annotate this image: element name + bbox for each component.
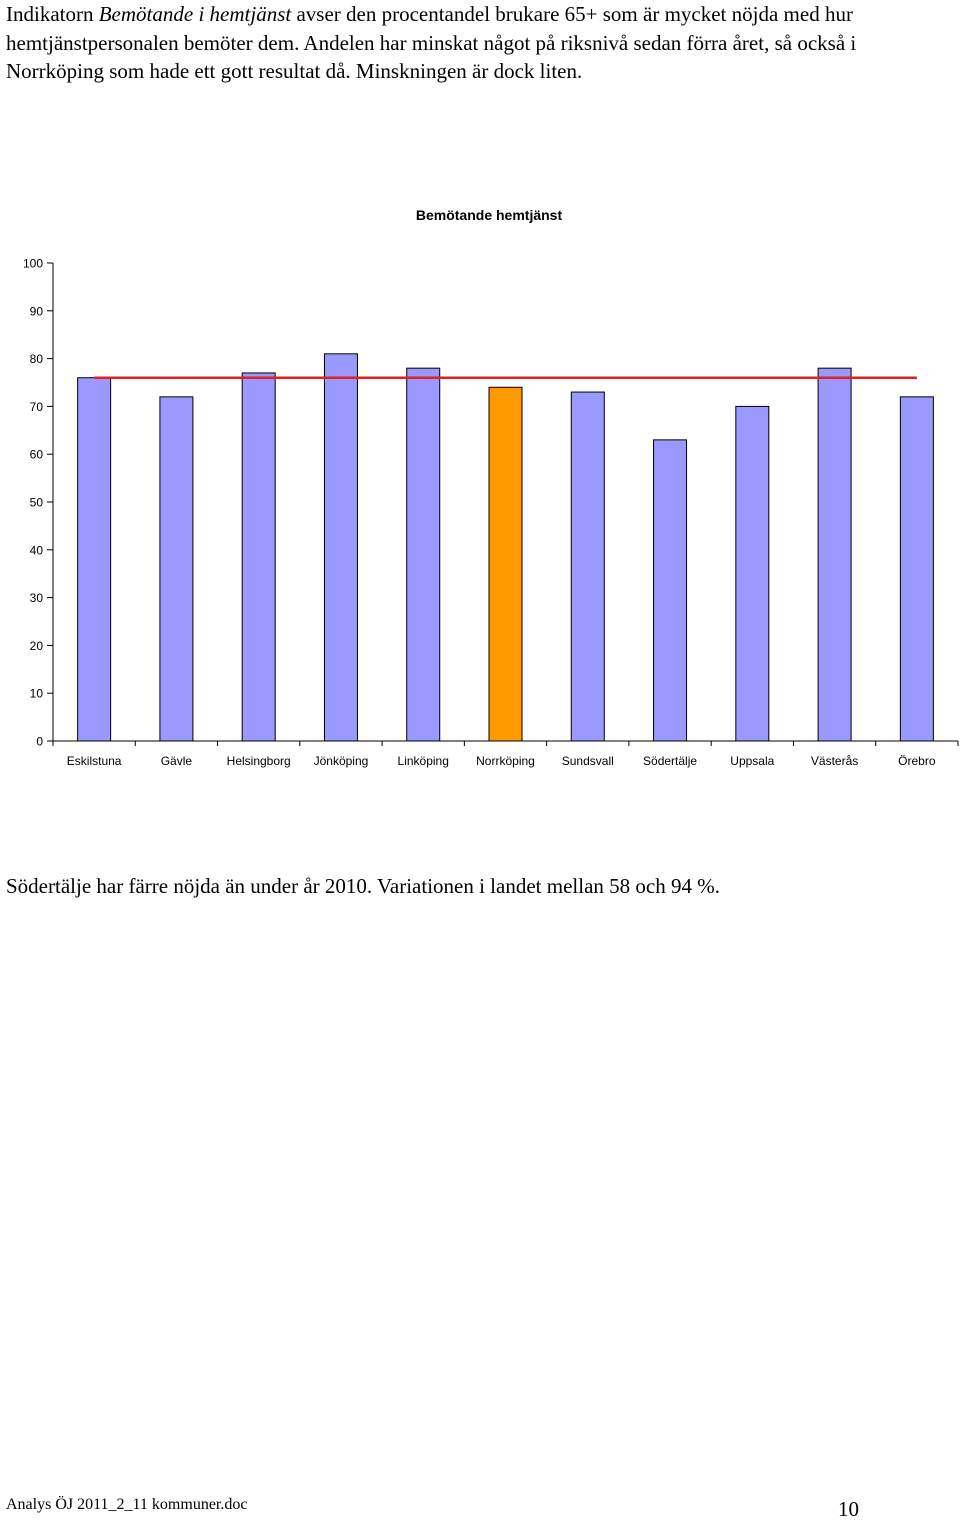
x-tick-label: Sundsvall xyxy=(562,754,614,768)
x-tick-label: Eskilstuna xyxy=(67,754,122,768)
y-tick-label: 50 xyxy=(30,496,44,510)
bar-södertälje xyxy=(653,439,688,742)
y-axis: 0 10 20 30 40 50 60 70 80 90 100 xyxy=(23,257,54,749)
y-tick-label: 100 xyxy=(23,257,43,271)
x-tick-label: Södertälje xyxy=(643,754,697,768)
y-tick-label: 20 xyxy=(30,639,44,653)
bar-norrköping xyxy=(488,386,523,742)
bar-jönköping xyxy=(323,353,358,742)
y-tick-label: 90 xyxy=(30,304,44,318)
indicator-name: Bemötande i hemtjänst xyxy=(98,2,292,26)
bar-örebro xyxy=(899,396,934,742)
x-tick-label: Helsingborg xyxy=(227,754,291,768)
bar-eskilstuna xyxy=(77,377,112,742)
y-tick-label: 40 xyxy=(30,543,44,557)
intro-text-start: Indikatorn xyxy=(6,2,99,26)
x-tick-label: Norrköping xyxy=(476,754,535,768)
footer-document-name: Analys ÖJ 2011_2_11 kommuner.doc xyxy=(6,1496,248,1513)
x-axis: Eskilstuna Gävle Helsingborg Jönköping Linkö… xyxy=(52,740,959,768)
intro-text-rest: avser den procentandel brukare 65+ som ä… xyxy=(6,2,857,83)
y-tick-label: 80 xyxy=(30,352,44,366)
x-tick-label: Västerås xyxy=(811,754,858,768)
chart-title: Bemötande hemtjänst xyxy=(416,207,563,223)
footer-page-number: 10 xyxy=(838,1497,859,1521)
x-tick-label: Linköping xyxy=(398,754,449,768)
x-tick-label: Gävle xyxy=(161,754,193,768)
y-tick-label: 0 xyxy=(36,735,43,749)
bars xyxy=(77,353,934,742)
y-tick-label: 60 xyxy=(30,448,44,462)
chart-caption: Södertälje har färre nöjda än under år 2… xyxy=(6,874,720,898)
x-tick-label: Jönköping xyxy=(314,754,369,768)
bar-helsingborg xyxy=(241,372,276,742)
bar-sundsvall xyxy=(570,391,605,742)
y-tick-label: 30 xyxy=(30,591,44,605)
bar-västerås xyxy=(817,367,852,742)
chart-svg: Bemötande hemtjänst 0 10 20 30 40 50 60 70 80 90 1… xyxy=(23,207,959,768)
y-tick-label: 70 xyxy=(30,400,44,414)
bar-chart: Bemötande hemtjänst 0 10 20 30 40 50 60 70 80 90 1… xyxy=(0,190,960,790)
intro-paragraph: Indikatorn Bemötande i hemtjänst avser d… xyxy=(6,0,946,86)
bar-linköping xyxy=(406,367,441,742)
x-tick-label: Örebro xyxy=(898,754,936,768)
bar-uppsala xyxy=(735,405,770,742)
x-tick-label: Uppsala xyxy=(730,754,774,768)
y-tick-label: 10 xyxy=(30,687,44,701)
bar-gävle xyxy=(159,396,194,742)
